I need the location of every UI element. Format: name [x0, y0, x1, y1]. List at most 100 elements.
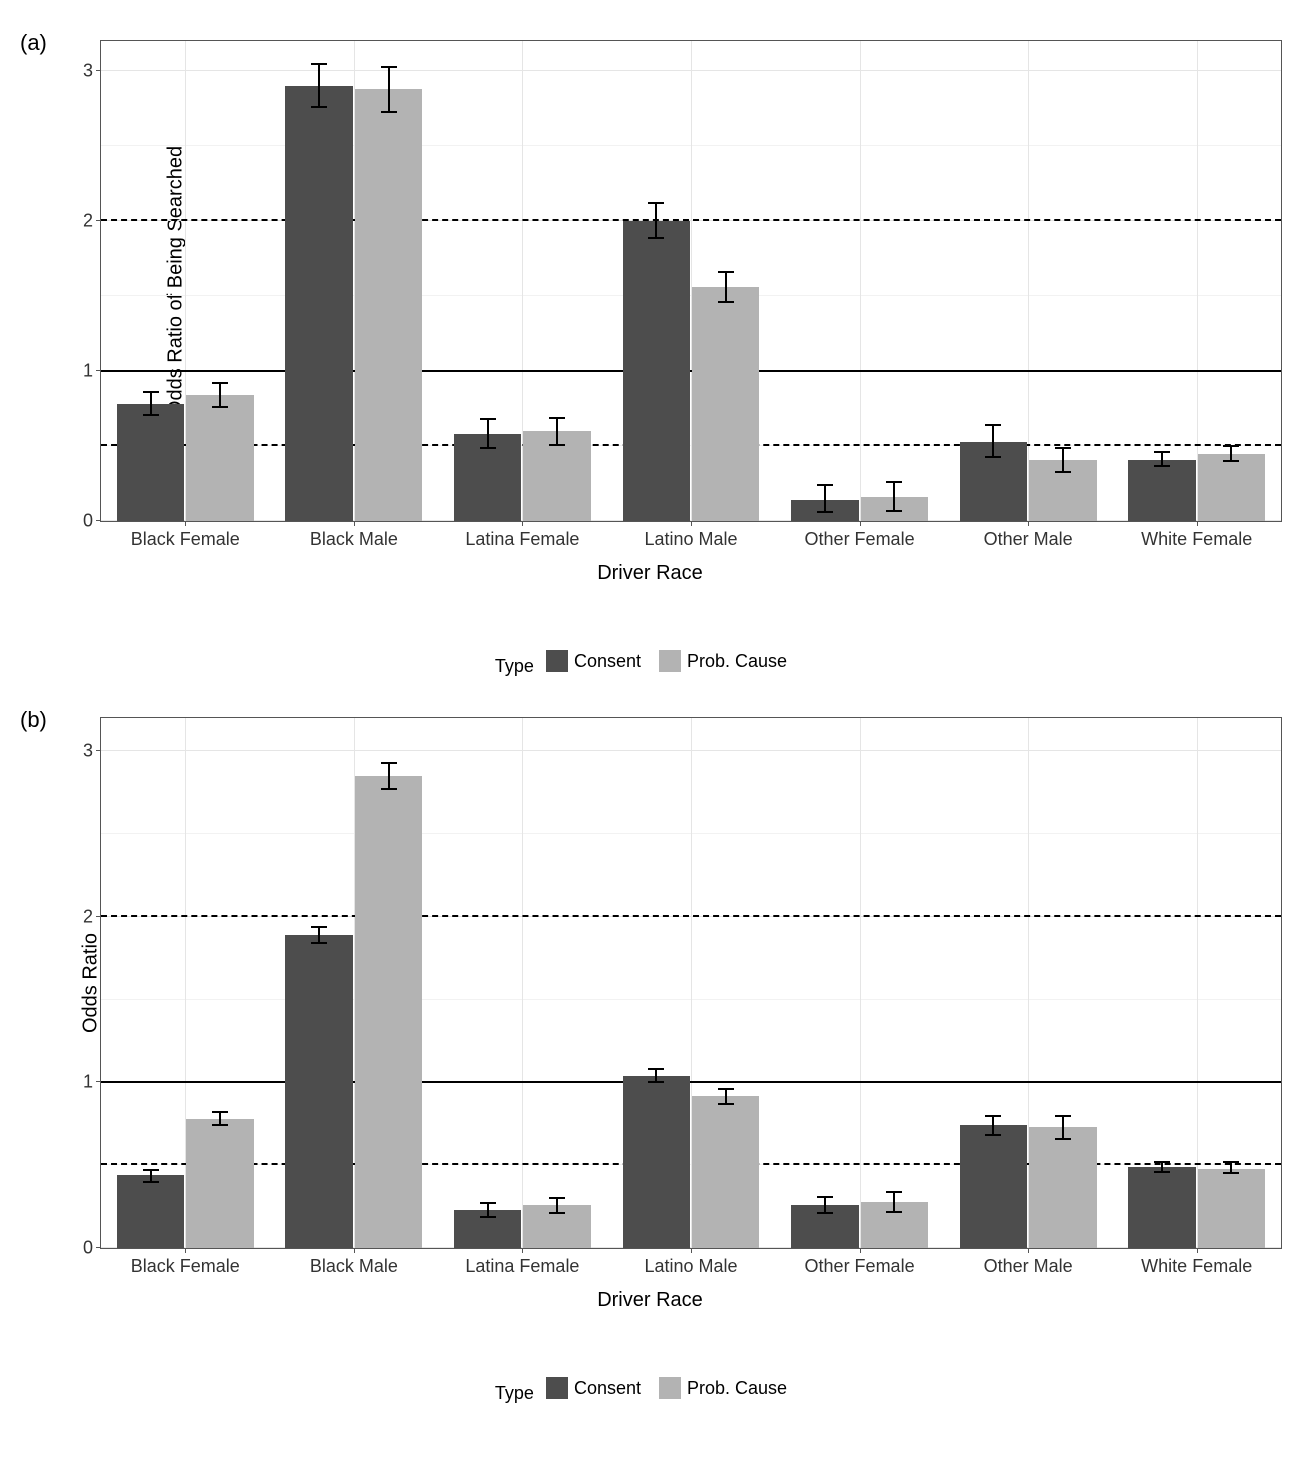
xtick-label: Latino Male [644, 1256, 737, 1277]
figure-root: (a)Odds Ratio of Being Searched0123Black… [20, 40, 1293, 1404]
xtick-label: Black Male [310, 529, 398, 550]
ytick-label: 3 [83, 61, 93, 82]
bar [355, 776, 422, 1248]
ytick-mark [96, 520, 101, 521]
xtick-mark [691, 521, 692, 526]
ytick-label: 2 [83, 906, 93, 927]
vgrid-major [860, 718, 861, 1248]
vgrid-major [860, 41, 861, 521]
error-cap [648, 1081, 664, 1083]
error-bar [318, 64, 320, 108]
error-bar [388, 763, 390, 790]
legend-swatch [659, 650, 681, 672]
error-cap [886, 510, 902, 512]
error-cap [381, 111, 397, 113]
error-cap [817, 1212, 833, 1214]
error-bar [556, 1198, 558, 1213]
error-bar [893, 482, 895, 511]
xtick-label: Black Female [131, 1256, 240, 1277]
ytick-label: 2 [83, 211, 93, 232]
ytick-mark [96, 1247, 101, 1248]
refline-dashed [101, 915, 1281, 917]
error-cap [381, 788, 397, 790]
error-cap [212, 1124, 228, 1126]
legend-item: Prob. Cause [659, 1377, 787, 1399]
refline-dashed [101, 1163, 1281, 1165]
legend-title: Type [495, 1383, 534, 1403]
bar [1198, 454, 1265, 522]
bar [960, 1125, 1027, 1248]
error-cap [311, 926, 327, 928]
error-bar [655, 203, 657, 238]
error-cap [480, 447, 496, 449]
error-cap [549, 1197, 565, 1199]
xtick-mark [185, 521, 186, 526]
error-cap [817, 511, 833, 513]
error-cap [886, 481, 902, 483]
bar [117, 404, 184, 521]
legend-label: Prob. Cause [687, 651, 787, 672]
vgrid-major [1197, 41, 1198, 521]
bar [623, 1076, 690, 1248]
error-cap [381, 762, 397, 764]
error-cap [648, 237, 664, 239]
xtick-mark [1197, 521, 1198, 526]
error-cap [1055, 1115, 1071, 1117]
error-bar [150, 392, 152, 415]
chart-area: Odds Ratio of Being Searched0123Black Fe… [100, 40, 1282, 522]
legend-swatch [659, 1377, 681, 1399]
error-cap [648, 202, 664, 204]
error-bar [388, 67, 390, 112]
error-bar [1062, 448, 1064, 472]
panel-a: (a)Odds Ratio of Being Searched0123Black… [20, 40, 1293, 677]
error-cap [212, 382, 228, 384]
xtick-mark [185, 1248, 186, 1253]
error-cap [311, 942, 327, 944]
legend-title: Type [495, 656, 534, 676]
error-cap [212, 1111, 228, 1113]
legend-swatch [546, 1377, 568, 1399]
bar [186, 395, 253, 521]
bar [355, 89, 422, 521]
xtick-label: Latina Female [465, 529, 579, 550]
xtick-mark [522, 1248, 523, 1253]
xtick-mark [354, 521, 355, 526]
ytick-mark [96, 70, 101, 71]
bar [285, 935, 352, 1248]
error-cap [1154, 451, 1170, 453]
error-bar [725, 1089, 727, 1104]
error-bar [992, 425, 994, 457]
error-cap [817, 484, 833, 486]
bar [1198, 1169, 1265, 1249]
error-cap [549, 1212, 565, 1214]
error-cap [549, 417, 565, 419]
xtick-mark [1028, 521, 1029, 526]
xtick-label: Other Female [805, 529, 915, 550]
error-cap [718, 1088, 734, 1090]
legend-label: Consent [574, 651, 641, 672]
error-cap [985, 1115, 1001, 1117]
error-cap [1055, 1138, 1071, 1140]
error-cap [311, 63, 327, 65]
error-cap [1055, 447, 1071, 449]
ytick-label: 3 [83, 741, 93, 762]
ytick-label: 0 [83, 1238, 93, 1259]
xtick-mark [354, 1248, 355, 1253]
ytick-label: 0 [83, 511, 93, 532]
x-axis-label: Driver Race [20, 562, 1280, 585]
xtick-mark [860, 521, 861, 526]
error-bar [1230, 446, 1232, 461]
bar [186, 1119, 253, 1248]
legend: TypeConsentProb. Cause [20, 1377, 1280, 1404]
refline-solid [101, 370, 1281, 372]
error-cap [143, 391, 159, 393]
refline-dashed [101, 444, 1281, 446]
xtick-label: Latino Male [644, 529, 737, 550]
error-cap [886, 1211, 902, 1213]
error-cap [311, 106, 327, 108]
xtick-label: Other Male [984, 529, 1073, 550]
error-cap [1223, 460, 1239, 462]
error-bar [1161, 452, 1163, 466]
error-bar [893, 1192, 895, 1212]
error-cap [143, 1181, 159, 1183]
